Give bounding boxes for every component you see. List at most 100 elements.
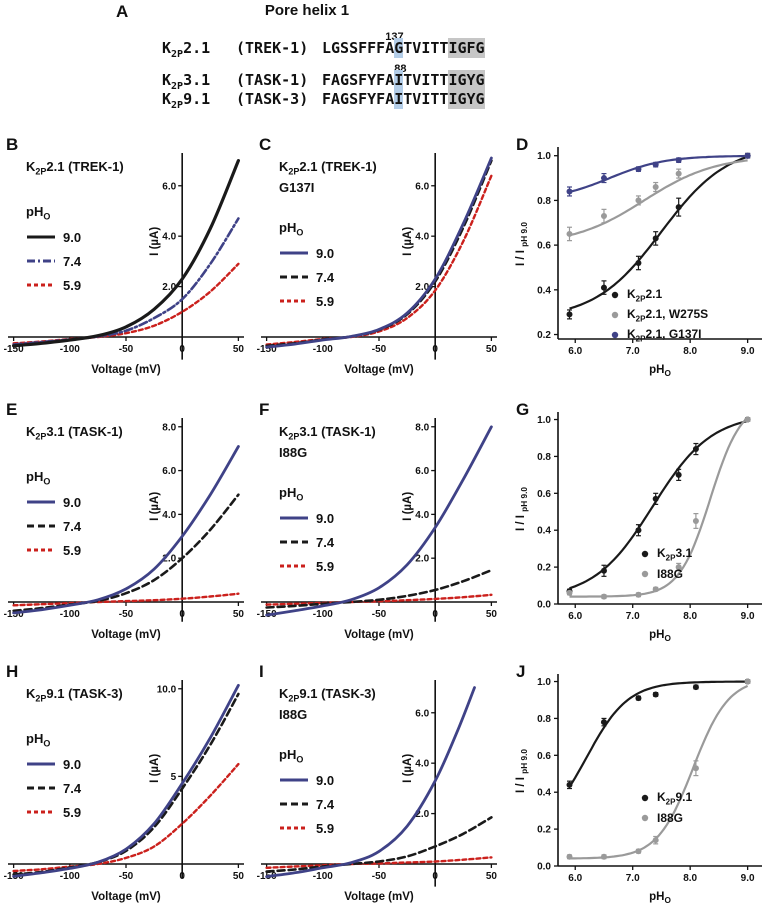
- iv-curve-ph-9.0: [265, 156, 493, 349]
- svg-text:4.0: 4.0: [162, 232, 176, 243]
- panel-letter-a: A: [116, 2, 129, 21]
- svg-text:0.4: 0.4: [537, 526, 551, 537]
- iv-curve-ph-9.0: [265, 686, 476, 878]
- y-axis-label: I / I pH 9.0: [515, 222, 529, 266]
- svg-text:50: 50: [486, 871, 498, 882]
- svg-text:0.2: 0.2: [537, 825, 551, 836]
- panel-letter: E: [6, 400, 18, 419]
- x-axis-label: Voltage (mV): [344, 891, 414, 903]
- x-axis-label: Voltage (mV): [344, 629, 414, 641]
- panel-a-title: Pore helix 1: [264, 2, 350, 19]
- y-axis-label: I (µA): [402, 492, 414, 521]
- svg-text:6.0: 6.0: [568, 873, 582, 884]
- y-axis-label: I / I pH 9.0: [515, 487, 529, 531]
- iv-curve-ph-9.0: [12, 445, 240, 615]
- x-axis-label: pHO: [649, 364, 671, 378]
- svg-text:-100: -100: [313, 609, 333, 620]
- fit-curve: [569, 416, 749, 598]
- panel-letter: B: [6, 135, 19, 154]
- svg-text:0.8: 0.8: [537, 196, 551, 207]
- svg-text:-50: -50: [372, 871, 387, 882]
- residue-sequence: FAGSFYFAITVITTIGYG: [322, 70, 485, 90]
- channel-alias: (TASK-1): [236, 71, 309, 89]
- axes: -150 -100 -50 0 502.04.06.0: [257, 680, 498, 887]
- svg-text:2.0: 2.0: [162, 554, 176, 565]
- svg-text:0.6: 0.6: [537, 489, 551, 500]
- iv-curve-ph-9.0: [265, 425, 493, 617]
- svg-text:0: 0: [179, 871, 185, 882]
- panel-letter: I: [259, 662, 264, 681]
- svg-text:9.0: 9.0: [741, 346, 755, 357]
- svg-text:7.0: 7.0: [626, 346, 640, 357]
- panel-letter: H: [6, 662, 19, 681]
- svg-text:6.0: 6.0: [162, 466, 176, 477]
- residue-sequence: LGSSFFFAGTVITTIGFG: [322, 38, 485, 58]
- svg-text:2.0: 2.0: [415, 282, 429, 293]
- x-axis-label: Voltage (mV): [91, 891, 161, 903]
- iv-curve-ph-9.0: [12, 683, 240, 878]
- svg-text:0: 0: [432, 871, 438, 882]
- x-axis-label: Voltage (mV): [91, 629, 161, 641]
- panel-letter: D: [516, 135, 529, 154]
- svg-text:6.0: 6.0: [415, 708, 429, 719]
- svg-text:50: 50: [233, 609, 245, 620]
- fit-curve: [569, 684, 749, 860]
- panel-e-iv-chart: E -150 -100 -50 0 50 2.0 4.0 6.0 8.0 Voltage (mV) I…: [2, 398, 252, 661]
- y-axis-label: I (µA): [149, 492, 161, 521]
- svg-text:0.0: 0.0: [537, 862, 551, 873]
- channel-alias: (TREK-1): [236, 39, 309, 57]
- svg-text:2.0: 2.0: [415, 809, 429, 820]
- data-points: [566, 416, 751, 600]
- panel-b-iv-chart: B -150 -100 -50 0 50 2.0 4.0 6.0 Voltage (mV) I (µ…: [2, 133, 252, 396]
- x-axis-label: pHO: [649, 891, 671, 905]
- svg-text:0.4: 0.4: [537, 285, 551, 296]
- y-axis-label: I (µA): [149, 227, 161, 256]
- y-axis-label: I / I pH 9.0: [515, 749, 529, 793]
- iv-curve-ph-5.9: [265, 856, 493, 869]
- data-points: [566, 416, 751, 595]
- svg-text:1.0: 1.0: [537, 415, 551, 426]
- alignment-row: K2P3.1 (TASK-1) FAGSFYFAITVITTIGYG: [162, 70, 485, 92]
- svg-text:4.0: 4.0: [415, 759, 429, 770]
- svg-text:2.0: 2.0: [162, 282, 176, 293]
- svg-text:-100: -100: [313, 344, 333, 355]
- svg-text:0.8: 0.8: [537, 452, 551, 463]
- svg-text:0: 0: [179, 609, 185, 620]
- svg-text:50: 50: [233, 871, 245, 882]
- axes: 6.0 7.0 8.0 9.0 0.0 0.2 0.4 0.6 0.8 1.0: [537, 674, 762, 884]
- iv-curve-ph-5.9: [12, 762, 240, 873]
- iv-curve-ph-5.9: [12, 592, 240, 607]
- iv-plot-C: -150 -100 -50 0 50 2.0 4.0 6.0 Voltage (mV) I (µA…: [257, 153, 497, 376]
- svg-text:2.0: 2.0: [415, 554, 429, 565]
- svg-text:8.0: 8.0: [683, 346, 697, 357]
- svg-text:-150: -150: [257, 344, 277, 355]
- alignment-row: K2P9.1 (TASK-3) FAGSFYFAITVITTIGYG: [162, 89, 485, 111]
- svg-text:8.0: 8.0: [415, 422, 429, 433]
- svg-text:1.0: 1.0: [537, 677, 551, 688]
- channel-name: K2P9.1: [162, 90, 211, 111]
- fit-curve: [568, 680, 748, 788]
- svg-text:8.0: 8.0: [162, 422, 176, 433]
- y-axis-label: I (µA): [402, 227, 414, 256]
- panel-f-iv-chart: F -150 -100 -50 0 50 2.0 4.0 6.0 8.0 Voltage (mV) I…: [255, 398, 507, 661]
- svg-text:0.2: 0.2: [537, 563, 551, 574]
- channel-alias: (TASK-3): [236, 90, 309, 108]
- svg-text:10.0: 10.0: [157, 684, 177, 695]
- sequence-alignment: 137 K2P2.1 (TREK-1) LGSSFFFAGTVITTIGFG 88 K2…: [162, 26, 485, 111]
- svg-text:4.0: 4.0: [415, 510, 429, 521]
- svg-text:-150: -150: [4, 344, 24, 355]
- svg-text:-100: -100: [60, 871, 80, 882]
- iv-curve-ph-7.4: [265, 568, 493, 609]
- svg-text:7.0: 7.0: [626, 873, 640, 884]
- y-axis-label: I (µA): [149, 754, 161, 783]
- svg-text:0: 0: [179, 344, 185, 355]
- svg-text:-50: -50: [119, 609, 134, 620]
- channel-name: K2P2.1: [162, 39, 211, 60]
- svg-text:8.0: 8.0: [683, 873, 697, 884]
- panel-c-iv-chart: C -150 -100 -50 0 50 2.0 4.0 6.0 Voltage (mV) I (µ…: [255, 133, 507, 396]
- svg-text:4.0: 4.0: [415, 232, 429, 243]
- svg-text:1.0: 1.0: [537, 151, 551, 162]
- fit-curve: [569, 154, 748, 193]
